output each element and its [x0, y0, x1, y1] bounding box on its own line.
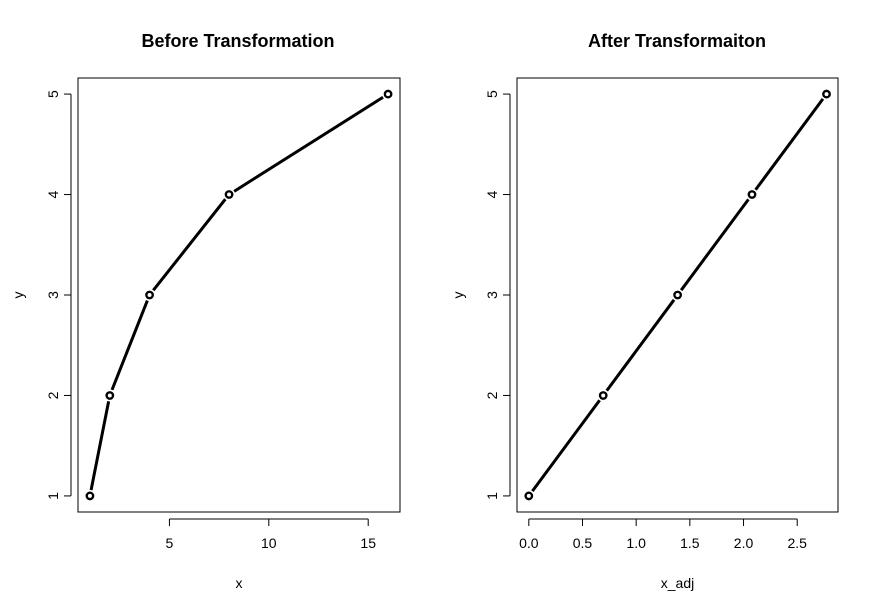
y-tick-label: 3 — [484, 291, 500, 299]
data-point — [85, 491, 95, 501]
x-tick-label: 5 — [166, 535, 174, 551]
series-line-segment — [531, 399, 601, 492]
data-point — [224, 190, 234, 199]
y-tick-label: 2 — [484, 391, 500, 399]
series-line-segment — [754, 97, 825, 191]
series-line-segment — [152, 198, 227, 292]
y-tick-label: 2 — [45, 391, 61, 399]
series-line-segment — [89, 401, 111, 491]
x-axis-label: x — [236, 575, 243, 591]
x-tick-label: 0.5 — [573, 535, 593, 551]
series-line-segment — [233, 96, 384, 193]
data-point — [383, 89, 393, 99]
x-tick-label: 1.0 — [626, 535, 646, 551]
y-tick-label: 5 — [45, 90, 61, 98]
series-line-segment — [110, 300, 149, 391]
x-tick-label: 1.5 — [680, 535, 700, 551]
y-tick-label: 5 — [484, 90, 500, 98]
x-tick-label: 10 — [261, 535, 277, 551]
plot-frame — [77, 77, 401, 513]
chart-title: Before Transformation — [141, 31, 334, 51]
panel-after-transformation: After Transformaiton 0.0 0.5 1.0 1.5 2.0 2.5 1 2… — [450, 31, 839, 591]
plot-frame — [516, 77, 839, 513]
y-tick-label: 3 — [45, 291, 61, 299]
y-tick-label: 1 — [45, 492, 61, 500]
y-tick-label: 4 — [484, 190, 500, 198]
series-line-segment — [679, 198, 750, 292]
x-tick-label: 0.0 — [519, 535, 539, 551]
series-line-segment — [605, 298, 676, 392]
data-point — [747, 190, 757, 199]
x-tick-label: 2.0 — [734, 535, 754, 551]
data-point — [598, 391, 608, 400]
x-tick-label: 2.5 — [787, 535, 807, 551]
data-point — [822, 89, 831, 99]
panel-before-transformation: Before Transformation 5 10 15 1 2 3 4 5 x y — [10, 31, 401, 591]
data-point — [105, 391, 115, 400]
chart-title: After Transformaiton — [588, 31, 766, 51]
x-tick-label: 15 — [360, 535, 376, 551]
data-point — [673, 290, 683, 300]
y-tick-label: 1 — [484, 492, 500, 500]
data-point — [145, 290, 154, 300]
y-axis-label: y — [450, 292, 466, 299]
y-axis-label: y — [10, 292, 26, 299]
data-point — [524, 491, 534, 501]
y-tick-label: 4 — [45, 190, 61, 198]
x-axis-label: x_adj — [661, 575, 694, 591]
